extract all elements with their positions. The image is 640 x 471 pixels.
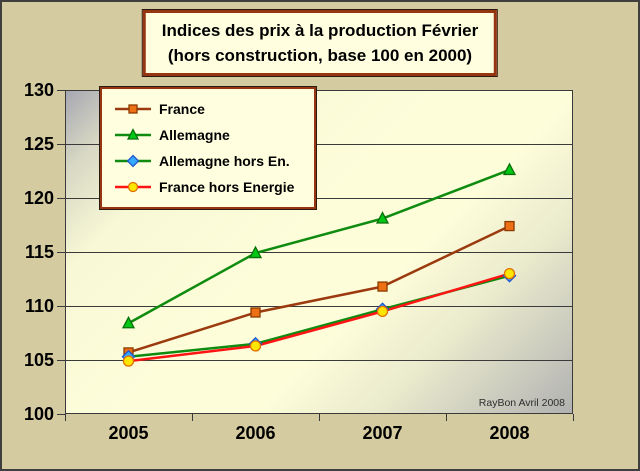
chart-title-line2: (hors construction, base 100 en 2000): [167, 46, 473, 65]
y-axis-tick: [57, 90, 65, 91]
x-axis-label: 2007: [362, 423, 403, 443]
y-axis-tick: [57, 414, 65, 415]
legend-marker-icon: [115, 154, 151, 168]
legend-marker-icon: [115, 181, 151, 193]
y-axis-tick: [57, 252, 65, 253]
y-axis-label: 120: [23, 188, 54, 208]
legend-label: Allemagne: [159, 127, 230, 143]
x-axis-tick: [573, 414, 574, 421]
x-axis-label: 2008: [489, 423, 530, 443]
x-axis-label: 2006: [235, 423, 276, 443]
legend-label: France hors Energie: [159, 179, 295, 195]
legend-item: Allemagne: [114, 122, 314, 148]
x-axis-tick: [319, 414, 320, 421]
y-axis-label: 105: [23, 350, 54, 370]
y-axis-label: 130: [23, 80, 54, 100]
plot-area: RayBon Avril 2008: [65, 90, 573, 414]
chart-title-line1: Indices des prix à la production Février: [161, 21, 479, 40]
y-axis-label: 110: [24, 296, 54, 316]
legend-label: Allemagne hors En.: [159, 153, 290, 169]
chart-title: Indices des prix à la production Février…: [142, 10, 498, 76]
y-axis-tick: [57, 306, 65, 307]
x-axis-label: 2005: [108, 423, 149, 443]
legend-label: France: [159, 101, 205, 117]
series-plot: [65, 90, 573, 414]
legend-item: France: [114, 96, 314, 122]
legend-marker-icon: [115, 128, 151, 140]
y-axis-label: 115: [24, 242, 54, 262]
watermark-text: RayBon Avril 2008: [478, 397, 565, 409]
legend-item: Allemagne hors En.: [114, 148, 314, 174]
y-axis-label: 125: [23, 134, 54, 154]
x-axis-tick: [65, 414, 66, 421]
y-axis-tick: [57, 360, 65, 361]
x-axis-tick: [446, 414, 447, 421]
y-axis-label: 100: [23, 404, 54, 424]
y-axis-tick: [57, 198, 65, 199]
x-axis-tick: [192, 414, 193, 421]
legend: France Allemagne Allemagne hors En. France …: [100, 87, 316, 209]
y-axis-tick: [57, 144, 65, 145]
legend-marker-icon: [115, 104, 151, 114]
legend-item: France hors Energie: [114, 174, 314, 200]
